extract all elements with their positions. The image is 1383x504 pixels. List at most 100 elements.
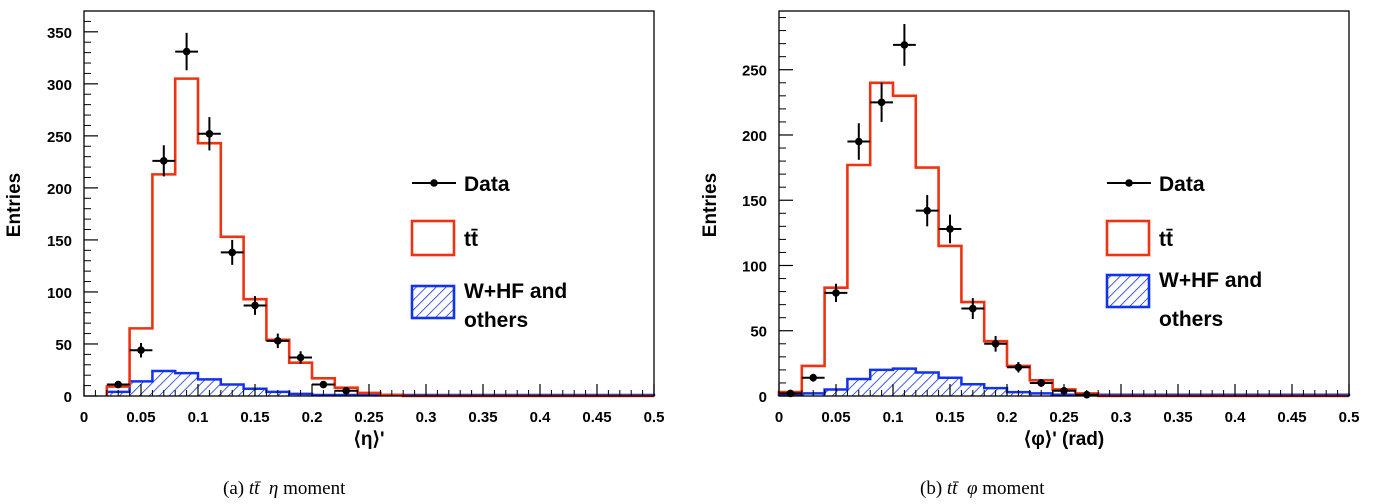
data-point xyxy=(312,380,335,389)
data-marker xyxy=(877,98,886,107)
legend-data-label: Data xyxy=(1159,173,1205,196)
x-tick-label: 0.15 xyxy=(240,409,269,426)
bkg-bin xyxy=(847,379,871,396)
x-tick-label: 0.35 xyxy=(1163,409,1192,426)
data-marker xyxy=(160,157,168,165)
data-marker xyxy=(946,225,954,233)
x-tick-label: 0.3 xyxy=(1111,409,1132,426)
x-tick-label: 0.25 xyxy=(354,409,383,426)
data-point xyxy=(893,24,916,66)
x-axis-label: ⟨φ⟩' (rad) xyxy=(1024,429,1104,450)
data-marker xyxy=(114,380,122,389)
data-marker xyxy=(969,304,977,313)
plot-frame xyxy=(778,10,1350,397)
data-marker xyxy=(205,129,214,138)
data-marker xyxy=(991,339,1000,348)
data-marker xyxy=(923,206,931,215)
x-tick-label: 0.4 xyxy=(530,409,552,426)
data-point xyxy=(106,380,130,389)
x-axis: 0 0.05 0.1 0.15 0.2 0.25 0.3 0.35 0.4 0.45 0.5 xyxy=(775,384,1360,426)
legend-data-marker xyxy=(430,179,438,187)
data-marker xyxy=(228,248,236,257)
x-tick-label: 0.05 xyxy=(821,409,850,426)
data-point xyxy=(1007,362,1030,373)
data-point xyxy=(129,342,153,358)
bkg-outline xyxy=(105,369,656,397)
legend-bkg-swatch xyxy=(1105,273,1151,309)
legend-ttbar-label: tt̄ xyxy=(464,228,478,251)
data-point xyxy=(198,117,221,151)
data-point xyxy=(870,82,893,122)
x-tick-label: 0.05 xyxy=(126,409,155,426)
x-tick-label: 0.5 xyxy=(1339,409,1360,426)
legend-bkg-label-2: others xyxy=(464,309,528,332)
data-point xyxy=(266,333,290,349)
data-marker xyxy=(319,380,328,389)
y-tick-label: 100 xyxy=(47,285,72,302)
x-tick-label: 0.1 xyxy=(188,409,209,426)
x-tick-label: 0.3 xyxy=(416,409,437,426)
data-marker xyxy=(832,289,840,297)
y-axis-label: Entries xyxy=(700,173,721,237)
data-point xyxy=(938,214,962,244)
data-marker xyxy=(855,137,863,146)
x-tick-label: 0.15 xyxy=(935,409,964,426)
y-tick-label: 200 xyxy=(742,128,767,145)
data-point xyxy=(220,239,244,265)
y-tick-label: 150 xyxy=(47,233,72,250)
legend-ttbar-swatch xyxy=(1105,219,1151,257)
x-tick-label: 0.2 xyxy=(302,409,323,426)
legend-ttbar-label: tt̄ xyxy=(1159,228,1173,251)
legend-data-label: Data xyxy=(464,173,510,196)
x-axis: 0 0.05 0.1 0.15 0.2 0.25 0.3 0.35 0.4 0.45 0.5 xyxy=(80,384,665,426)
panel-phi: 0 0.05 0.1 0.15 0.2 0.25 0.3 0.35 0.4 0.45 0.5 0 50 1… xyxy=(700,10,1360,450)
y-tick-label: 100 xyxy=(742,258,767,275)
legend-bkg-label-2: others xyxy=(1159,308,1223,331)
data-point xyxy=(824,283,848,303)
bkg-bin xyxy=(152,371,176,396)
legend-bkg-label: W+HF and xyxy=(1159,269,1262,292)
y-tick-label: 300 xyxy=(47,77,72,94)
data-point xyxy=(175,32,198,71)
x-tick-label: 0.25 xyxy=(1049,409,1078,426)
y-tick-label: 150 xyxy=(742,193,767,210)
bkg-bin xyxy=(198,379,221,396)
data-marker xyxy=(900,41,909,49)
bkg-bin xyxy=(915,372,939,396)
data-point xyxy=(243,296,267,315)
x-tick-label: 0.4 xyxy=(1225,409,1247,426)
data-marker xyxy=(251,301,259,310)
data-point xyxy=(984,335,1007,352)
y-tick-label: 0 xyxy=(759,389,767,406)
legend: Data tt̄ W+HF and others xyxy=(1105,173,1262,331)
y-tick-label: 350 xyxy=(47,25,72,42)
y-tick-label: 0 xyxy=(64,389,72,406)
y-axis: 0 50 100 150 200 250 300 350 xyxy=(47,10,98,406)
ttbar-step xyxy=(777,81,1349,398)
data-marker xyxy=(1014,363,1023,372)
y-axis: 0 50 100 150 200 250 xyxy=(742,17,793,406)
data-marker xyxy=(809,373,817,382)
legend: Data tt̄ W+HF and others xyxy=(410,173,567,332)
bkg-bin xyxy=(175,373,198,396)
data-point xyxy=(289,351,312,364)
legend-ttbar-swatch xyxy=(410,219,456,257)
ttbar-step xyxy=(105,77,654,398)
data-point xyxy=(152,145,176,177)
x-tick-label: 0 xyxy=(80,409,88,426)
panel-eta: 0 0.05 0.1 0.15 0.2 0.25 0.3 0.35 0.4 0.45 0.5 0 50 1… xyxy=(4,10,665,450)
data-marker xyxy=(274,337,282,345)
caption-a: (a) tt̄ η moment xyxy=(223,478,346,499)
x-axis-label: ⟨η⟩' xyxy=(354,429,385,450)
x-tick-label: 0.5 xyxy=(644,409,665,426)
legend-data-marker xyxy=(1125,179,1133,187)
x-tick-label: 0 xyxy=(775,409,783,426)
x-tick-label: 0.2 xyxy=(997,409,1018,426)
data-point xyxy=(801,373,825,382)
data-point xyxy=(915,195,939,227)
y-tick-label: 200 xyxy=(47,181,72,198)
caption-b: (b) tt̄ φ moment xyxy=(920,478,1045,499)
data-marker xyxy=(182,47,191,56)
data-points xyxy=(106,32,358,395)
